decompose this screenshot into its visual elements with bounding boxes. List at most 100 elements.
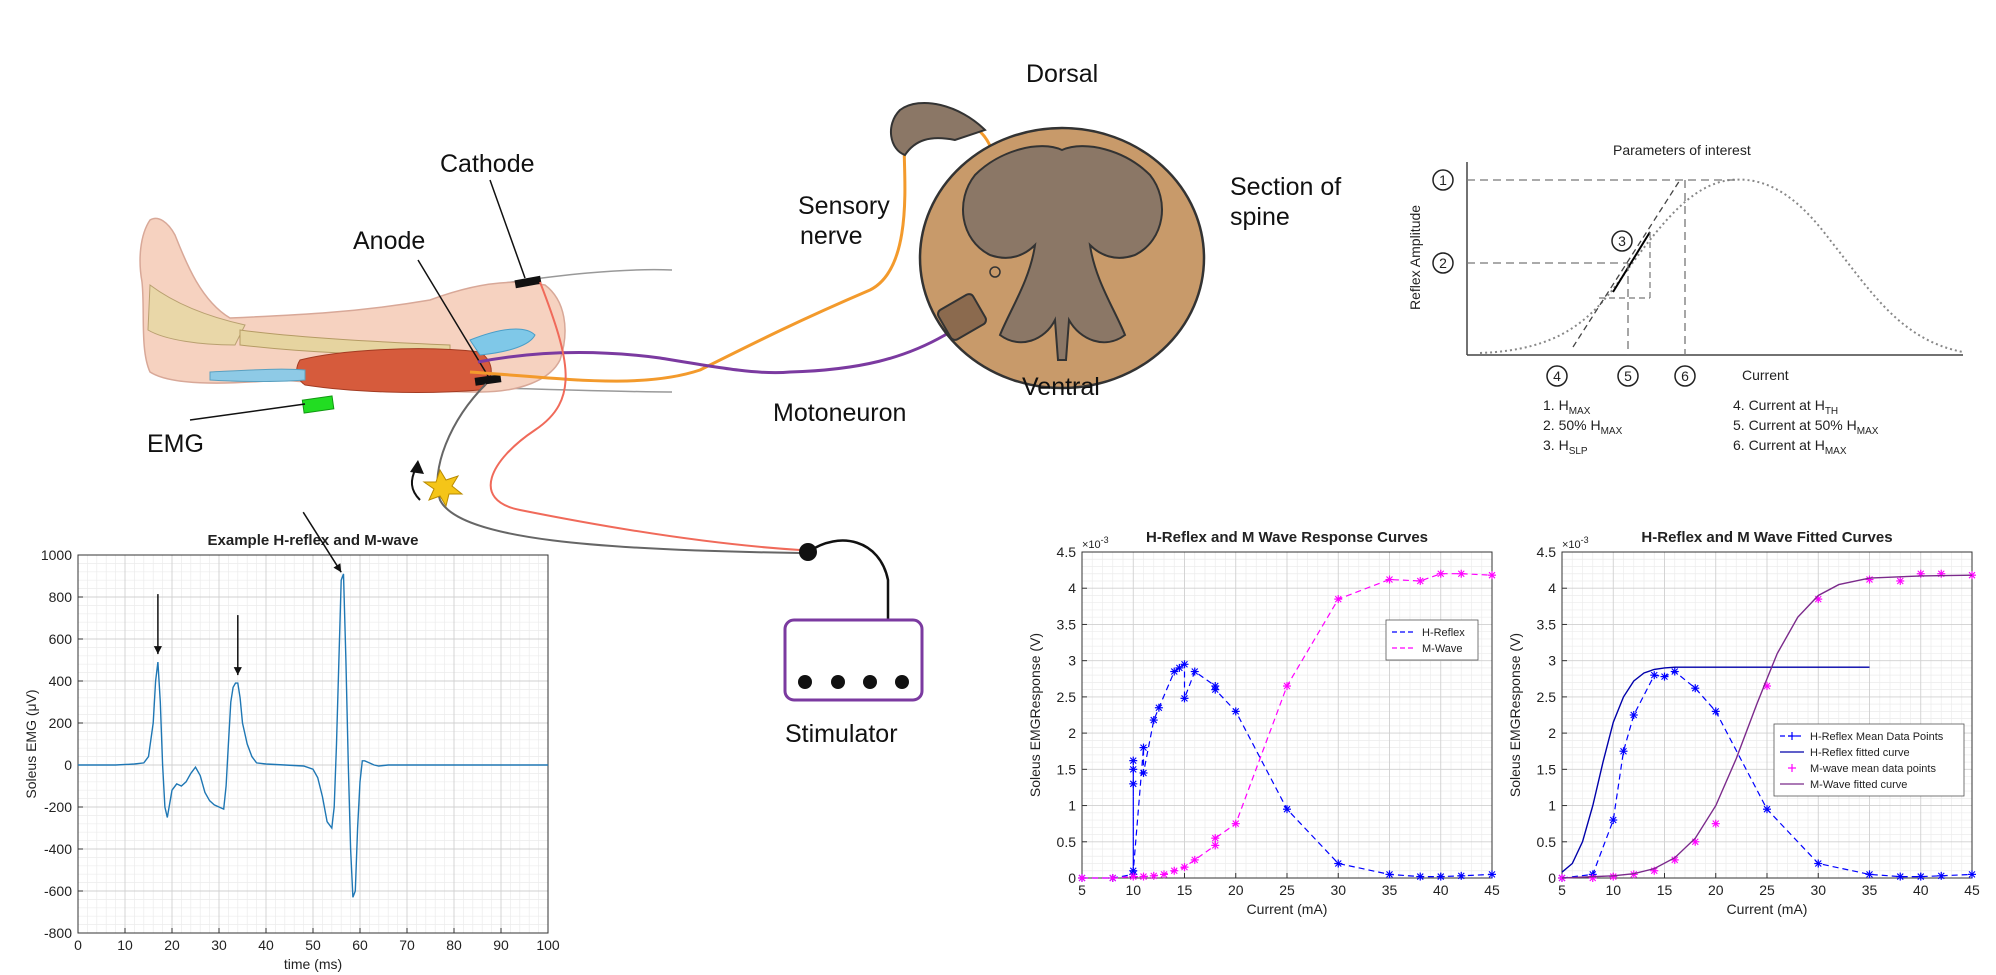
leg-outline-bottom bbox=[499, 387, 673, 393]
params-legend-item: 3. HSLP bbox=[1543, 437, 1588, 457]
params-marker-1-label: 1 bbox=[1439, 172, 1447, 188]
data-point bbox=[1916, 872, 1925, 881]
legend-box bbox=[1773, 723, 1965, 797]
data-point bbox=[1283, 805, 1291, 814]
y-axis-label: Soleus EMG (μV) bbox=[23, 689, 39, 798]
legend-box bbox=[1385, 619, 1479, 661]
soleus-blue bbox=[469, 328, 536, 356]
params-legend-item: 6. Current at HMAX bbox=[1733, 437, 1847, 457]
params-marker-2 bbox=[1432, 252, 1454, 274]
data-point bbox=[1691, 684, 1700, 693]
dorsal-root bbox=[890, 102, 987, 157]
data-point-stroke bbox=[1917, 873, 1925, 880]
data-point-stroke bbox=[1191, 856, 1199, 864]
data-point-stroke bbox=[1620, 747, 1627, 755]
anode-wire bbox=[436, 383, 801, 554]
data-point-stroke bbox=[1155, 704, 1163, 712]
params-title: Parameters of interest bbox=[1613, 142, 1751, 158]
data-point bbox=[1763, 805, 1771, 814]
x-axis-label: time (ms) bbox=[284, 956, 342, 972]
series-line-0 bbox=[78, 573, 548, 898]
y-tick-label: 4 bbox=[1068, 580, 1076, 596]
params-marker-1 bbox=[1432, 169, 1454, 191]
params-xlabel: Current bbox=[1742, 367, 1789, 383]
data-point-stroke bbox=[1650, 671, 1658, 679]
label-motoneuron: Motoneuron bbox=[773, 399, 906, 427]
y-tick-label: 4.5 bbox=[1057, 544, 1077, 560]
data-point bbox=[1457, 569, 1466, 578]
legend-label: H-Reflex Mean Data Points bbox=[1810, 731, 1944, 743]
params-legend-item: 5. Current at 50% HMAX bbox=[1733, 417, 1879, 437]
data-point-stroke bbox=[1609, 873, 1617, 880]
label-stimulator: Stimulator bbox=[785, 720, 898, 748]
data-point-stroke bbox=[1896, 873, 1904, 880]
data-point-stroke bbox=[1457, 872, 1465, 880]
x-tick-label: 60 bbox=[352, 937, 368, 953]
spine-section bbox=[890, 102, 1206, 390]
y-tick-label: 2.5 bbox=[1537, 689, 1557, 705]
y-tick-label: 1 bbox=[1068, 798, 1076, 814]
data-point bbox=[1588, 874, 1597, 882]
y-tick-label: 400 bbox=[49, 673, 73, 689]
cathode-wire bbox=[489, 281, 801, 551]
x-tick-label: 5 bbox=[1558, 882, 1566, 898]
data-point-stroke bbox=[1211, 834, 1219, 842]
data-point bbox=[1968, 870, 1976, 879]
chart-emg-example: 0 10 20 30 40 50 60 70 80 90 100 -800 -600 -400 -200 0 2… bbox=[23, 511, 560, 972]
params-legend-right: 4. Current at HTH 5. Current at 50% HMAX… bbox=[1733, 397, 1879, 457]
legend-label: M-wave mean data points bbox=[1810, 763, 1936, 775]
data-point-stroke bbox=[1232, 707, 1240, 715]
data-point-stroke bbox=[1283, 682, 1291, 690]
y-tick-label: 1.5 bbox=[1057, 761, 1077, 777]
anode-pointer bbox=[417, 259, 489, 377]
spark-icon bbox=[422, 468, 464, 508]
stimulator-knob-2 bbox=[831, 675, 845, 689]
leg-illustration bbox=[139, 179, 673, 421]
data-point-stroke bbox=[1181, 660, 1188, 668]
x-tick-label: 20 bbox=[1228, 882, 1244, 898]
data-point bbox=[1211, 685, 1220, 694]
data-point-stroke bbox=[1671, 668, 1679, 675]
legend-label: H-Reflex fitted curve bbox=[1810, 747, 1910, 759]
data-point bbox=[1283, 682, 1291, 691]
data-point-stroke bbox=[1129, 873, 1137, 880]
data-point-stroke bbox=[1691, 684, 1699, 692]
data-point-stroke bbox=[1609, 816, 1617, 824]
y-tick-label: 800 bbox=[49, 589, 73, 605]
data-point bbox=[1385, 870, 1394, 879]
chart-title: H-Reflex and M Wave Fitted Curves bbox=[1641, 529, 1892, 546]
x-axis-label: Current (mA) bbox=[1247, 901, 1328, 917]
data-point bbox=[1937, 871, 1946, 880]
data-point bbox=[1968, 571, 1976, 580]
data-point-stroke bbox=[1191, 668, 1199, 675]
data-point-stroke bbox=[1140, 769, 1147, 777]
data-point bbox=[1149, 716, 1158, 725]
data-point-stroke bbox=[1457, 570, 1465, 578]
x-tick-label: 25 bbox=[1279, 882, 1295, 898]
data-point-stroke bbox=[1488, 870, 1496, 878]
peak-arrowhead bbox=[333, 563, 342, 573]
data-point-stroke bbox=[1129, 757, 1137, 765]
y-tick-label: 3 bbox=[1548, 653, 1556, 669]
data-point bbox=[1160, 870, 1168, 879]
synapse bbox=[989, 266, 1001, 278]
y-tick-label: 2 bbox=[1068, 725, 1076, 741]
label-dorsal: Dorsal bbox=[1026, 60, 1098, 88]
data-point bbox=[1154, 703, 1163, 712]
data-point bbox=[1211, 834, 1220, 843]
x-tick-label: 40 bbox=[1913, 882, 1929, 898]
chart-title: Example H-reflex and M-wave bbox=[208, 532, 419, 549]
anode-electrode bbox=[474, 374, 502, 386]
data-point bbox=[1814, 859, 1823, 868]
emg-pointer bbox=[189, 403, 306, 421]
x-tick-label: 45 bbox=[1964, 882, 1980, 898]
tendon bbox=[209, 368, 306, 382]
data-point bbox=[1108, 874, 1117, 882]
params-curve bbox=[1479, 178, 1964, 354]
data-point-stroke bbox=[1129, 780, 1137, 788]
data-point bbox=[1334, 859, 1343, 868]
data-point bbox=[1231, 707, 1240, 716]
x-tick-label: 90 bbox=[493, 937, 509, 953]
y-tick-label: 0 bbox=[1068, 870, 1076, 886]
label-sensory-2: nerve bbox=[800, 222, 863, 250]
